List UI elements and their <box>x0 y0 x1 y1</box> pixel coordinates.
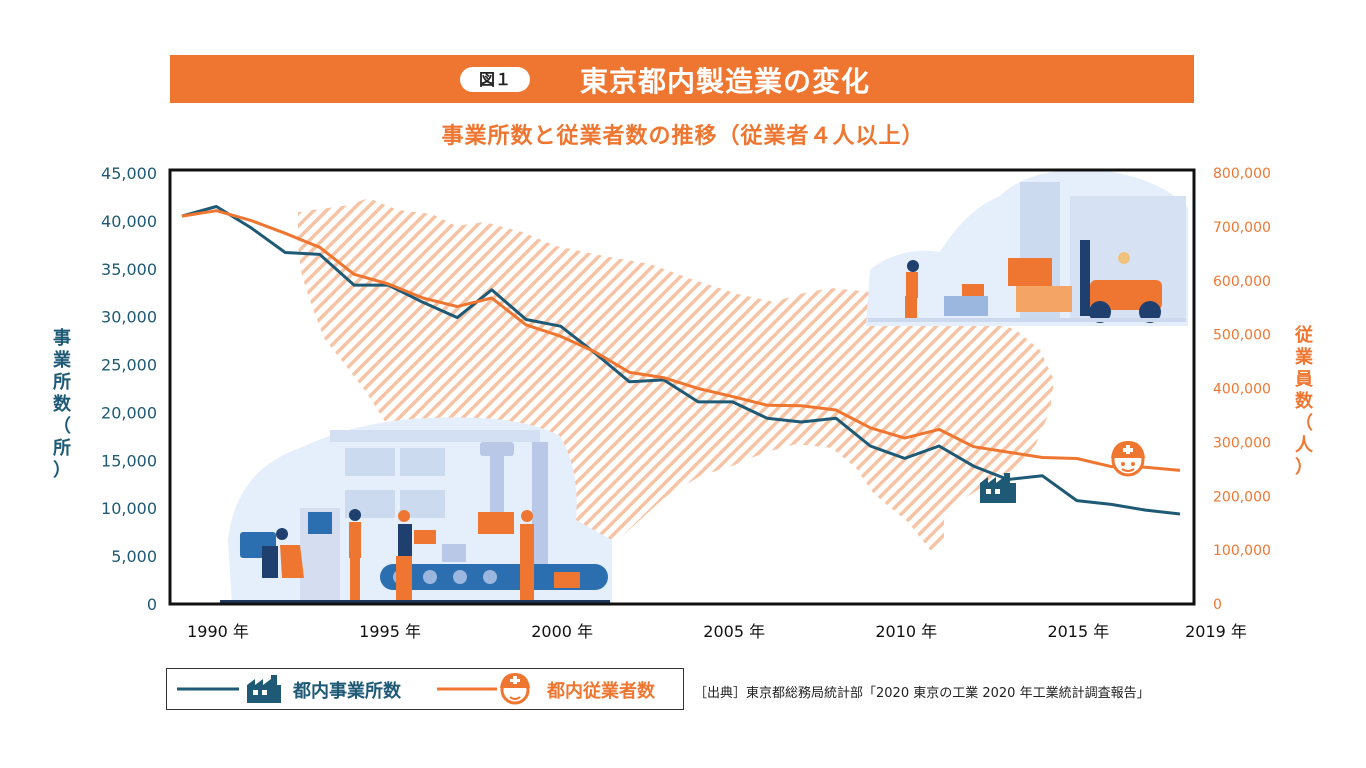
x-tick-label: 2019 年 <box>1185 622 1247 641</box>
y-left-axis-label: 事業所数（所） <box>53 328 71 481</box>
y-right-tick-label: 500,000 <box>1213 328 1271 344</box>
x-tick-label: 2000 年 <box>531 622 593 641</box>
y-right-tick-label: 700,000 <box>1213 220 1271 236</box>
source-note: ［出典］東京都総務局統計部「2020 東京の工業 2020 年工業統計調査報告」 <box>694 686 1150 701</box>
legend-factory-icon <box>247 675 281 703</box>
y-right-tick-label: 800,000 <box>1213 166 1271 182</box>
factory-icon <box>980 473 1016 503</box>
series-line-establishments <box>181 205 1181 516</box>
chart-title: 東京都内製造業の変化 <box>580 65 871 98</box>
x-tick-label: 2010 年 <box>875 622 937 641</box>
y-left-tick-label: 10,000 <box>101 499 157 518</box>
y-right-tick-label: 0 <box>1213 597 1222 613</box>
y-right-ticks: 800,000 700,000 600,000 500,000 400,000 300,0… <box>1213 166 1271 613</box>
series-lines <box>181 205 1181 516</box>
legend-swatches <box>177 673 530 705</box>
plot-frame <box>168 168 1196 606</box>
legend: 都内事業所数 都内従業者数 <box>166 668 684 710</box>
series-line-employees <box>181 209 1181 472</box>
y-right-tick-label: 400,000 <box>1213 382 1271 398</box>
chart-subtitle: 事業所数と従業者数の推移（従業者４人以上） <box>441 124 925 149</box>
y-left-tick-label: 25,000 <box>101 356 157 375</box>
figure-label: 図１ <box>460 67 530 92</box>
y-right-tick-label: 600,000 <box>1213 274 1271 290</box>
y-left-ticks: 45,000 40,000 35,000 30,000 25,000 20,000 15,0… <box>101 164 157 614</box>
y-right-tick-label: 100,000 <box>1213 543 1271 559</box>
y-left-tick-label: 5,000 <box>111 547 157 566</box>
y-left-tick-label: 45,000 <box>101 164 157 183</box>
y-left-tick-label: 40,000 <box>101 212 157 231</box>
x-tick-label: 2005 年 <box>703 622 765 641</box>
y-left-tick-label: 0 <box>147 595 157 614</box>
x-tick-label: 2015 年 <box>1047 622 1109 641</box>
x-tick-label: 1995 年 <box>359 622 421 641</box>
y-right-axis-label: 従業員数（人） <box>1295 325 1313 478</box>
warehouse-illustration <box>866 169 1188 326</box>
y-left-tick-label: 15,000 <box>101 451 157 470</box>
y-right-tick-label: 300,000 <box>1213 435 1271 451</box>
x-ticks: 1990 年 1995 年 2000 年 2005 年 2010 年 2015 年 2019… <box>187 622 1247 641</box>
title-banner: 図１ 東京都内製造業の変化 <box>170 55 1194 103</box>
legend-label-establishments: 都内事業所数 <box>293 681 401 702</box>
y-left-tick-label: 35,000 <box>101 260 157 279</box>
legend-label-employees: 都内従業者数 <box>547 681 655 702</box>
y-right-tick-label: 200,000 <box>1213 489 1271 505</box>
legend-worker-helmet-icon <box>500 673 530 705</box>
x-tick-label: 1990 年 <box>187 622 249 641</box>
y-left-tick-label: 30,000 <box>101 308 157 327</box>
y-left-tick-label: 20,000 <box>101 403 157 422</box>
factory-illustration <box>220 417 612 604</box>
worker-helmet-icon <box>1111 441 1145 477</box>
